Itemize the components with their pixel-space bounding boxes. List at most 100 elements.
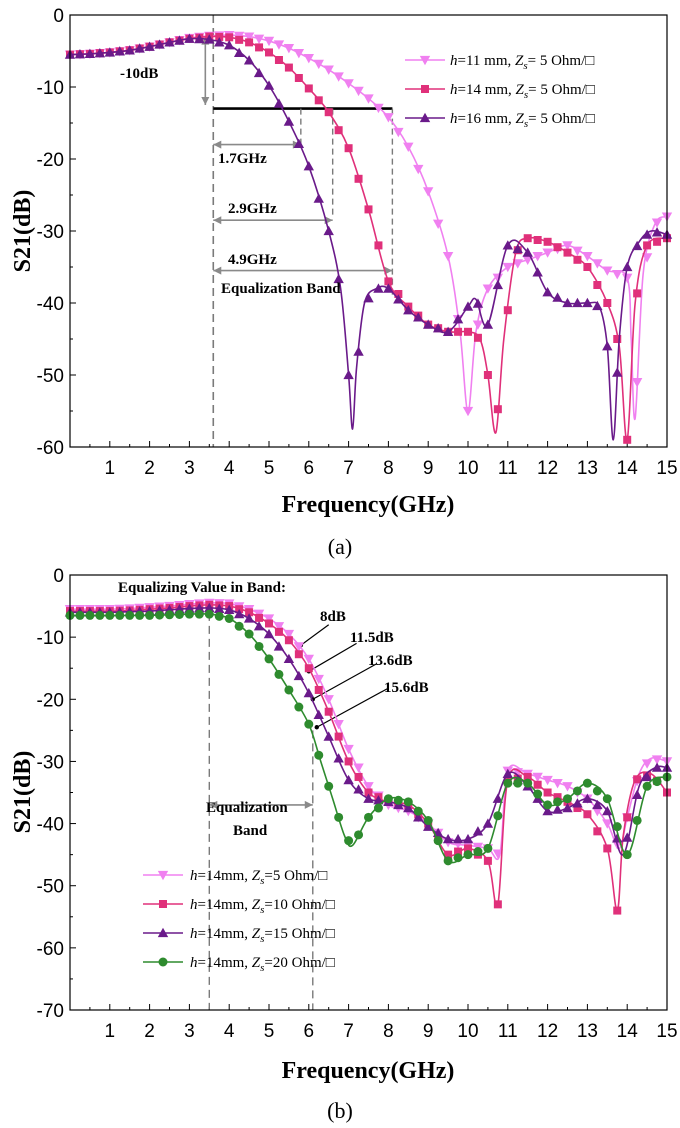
panel-a-series-2-point [273, 98, 285, 108]
panel-b-series-2-point [582, 793, 593, 803]
panel-a-series-2-point [383, 283, 394, 293]
panel-a-series-2-point [602, 341, 613, 351]
panel-b-series-0-point [552, 779, 563, 789]
panel-b-y-tick-label--10: -10 [37, 628, 64, 649]
panel-b-series-2-point [572, 798, 583, 808]
panel-b-series-1-point [603, 844, 612, 853]
panel-b-series-0-point [273, 622, 285, 632]
panel-a-series-1-point [235, 35, 244, 44]
panel-a-y-tick-label--10: -10 [37, 78, 64, 99]
panel-a-series-0-point [472, 320, 484, 330]
panel-a-x-tick-label-7: 7 [343, 458, 354, 479]
panel-b-series-3-point [473, 847, 483, 857]
panel-b-series-3-point [433, 836, 443, 846]
panel-a-series-2-point [114, 46, 125, 56]
panel-b-series-2-point [502, 768, 513, 779]
panel-b-x-tick-label-1: 1 [105, 1021, 116, 1042]
panel-b-value-8db: 8dB [320, 609, 346, 625]
panel-b-series-0-point [333, 719, 344, 730]
panel-a-series-0-point [313, 59, 324, 70]
panel-b-series-3-point [413, 806, 423, 816]
panel-a-series-2-point [94, 47, 106, 58]
panel-b-series-3-point [612, 822, 622, 832]
panel-b-series-2-point [303, 687, 314, 698]
panel-b-series-0-point [293, 642, 305, 652]
panel-b-series-2-point [492, 793, 504, 803]
panel-b-series-3-point [543, 800, 553, 810]
panel-b-legend-item-zs10: h=14mm, Zs=10 Ohm/□ [143, 897, 335, 916]
panel-a-series-2-point [363, 293, 374, 303]
panel-a-x-axis-title: Frequency(GHz) [282, 492, 455, 518]
panel-a-series-1-point [523, 234, 532, 243]
panel-b-series-1-point [334, 732, 343, 741]
panel-b-x-tick-label-6: 6 [304, 1021, 315, 1042]
panel-a-series-2-point [413, 312, 424, 322]
panel-a-series-2-point [631, 240, 643, 251]
panel-b-series-3-point [135, 610, 145, 620]
panel-a-series-2-point [522, 247, 533, 257]
panel-b-legend-text-zs10: h=14mm, Zs=10 Ohm/□ [190, 897, 335, 916]
panel-b-value-15-6db: 15.6dB [384, 680, 429, 696]
panel-a-series-2-point [353, 346, 364, 356]
panel-b-series-3-point [314, 750, 324, 760]
panel-b-legend-text-zs20: h=14mm, Zs=20 Ohm/□ [190, 955, 335, 974]
panel-a-series-1-point [583, 263, 592, 271]
panel-b-series-2-point [602, 805, 613, 816]
panel-b-series-3-point [622, 850, 632, 860]
panel-a-x-tick-label-6: 6 [304, 458, 315, 479]
panel-a-series-0-point [413, 164, 424, 175]
panel-a-axes: 1 2 3 4 5 6 7 8 9 10 11 12 13 14 150-10-20-30-40-50-60 [37, 6, 678, 479]
panel-b-series-3-point [373, 803, 383, 813]
panel-b-series-3-point [174, 609, 184, 619]
panel-b-legend-item-zs5: h=14mm, Zs=5 Ohm/□ [143, 868, 327, 887]
panel-b-series-3-point [334, 812, 344, 822]
panel-a-series-2-point [622, 261, 633, 272]
panel-b-series-3-point [403, 797, 413, 807]
panel-a-series-2-point [323, 225, 334, 236]
panel-b-series-3-point [463, 850, 473, 860]
panel-a-series-0-point [383, 113, 394, 123]
panel-b-series-1-point [265, 619, 273, 628]
panel-a-series-2-point [373, 283, 384, 293]
panel-b-series-2-point [184, 603, 195, 613]
panel-a-series-2-point [532, 267, 543, 277]
panel-b-series-1-point [344, 757, 353, 766]
panel-b-series-0-point [651, 755, 663, 765]
panel-b-series-3-point [194, 609, 204, 619]
panel-b-series-0-point [562, 782, 573, 792]
panel-b-series-2-point [353, 784, 364, 794]
panel-a-series-0-point [403, 142, 414, 152]
panel-a-series-1-point [563, 248, 572, 257]
panel-a-series-1-point [394, 290, 403, 298]
panel-a-series-2-point [253, 67, 265, 78]
panel-b-series-3-point [602, 794, 612, 804]
panel-b-series-2-point [651, 762, 663, 772]
panel-a-series-2-point [134, 43, 145, 53]
panel-a-series-1-point [354, 174, 363, 183]
panel-b-series-3-point [85, 610, 95, 620]
panel-b-series-3-point [95, 610, 105, 620]
panel-a-series-1-point [603, 299, 612, 307]
panel-a-y-tick-label--20: -20 [37, 150, 64, 171]
panel-b-series-3-point [165, 610, 174, 620]
panel-b-x-tick-label-14: 14 [617, 1021, 639, 1042]
panel-b-series-2-point [233, 608, 245, 619]
panel-a-series-2-point [562, 297, 573, 308]
panel-a-x-tick-label-1: 1 [105, 458, 116, 479]
panel-b-series-1-point [294, 650, 303, 659]
panel-b-x-tick-label-10: 10 [457, 1021, 478, 1042]
panel-b-legend-item-zs15: h=14mm, Zs=15 Ohm/□ [143, 926, 335, 945]
panel-a-series-0-point [393, 127, 404, 138]
panel-b-series-3-point [523, 778, 533, 788]
panel-b-series-1-point [304, 664, 313, 673]
panel-b-series-3-point [125, 610, 135, 620]
panel-b-series-0-point [343, 744, 354, 755]
panel-b-legend-text-zs5: h=14mm, Zs=5 Ohm/□ [190, 868, 327, 887]
panel-b-series-0-point [323, 695, 334, 705]
panel-b-series-1-point [573, 804, 582, 813]
panel-a-y-tick-label--30: -30 [37, 222, 64, 243]
panel-b-series-1-point [364, 788, 373, 797]
panel-b-series-3-point [383, 794, 393, 804]
panel-b-series-1-point [464, 844, 472, 853]
panel-a-series-1-point [304, 84, 313, 93]
